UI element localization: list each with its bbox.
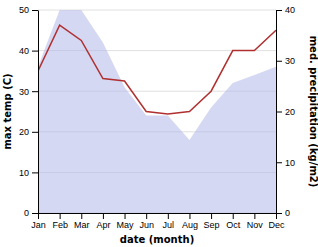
- x-tick: Dec: [268, 213, 285, 230]
- x-tick: Jan: [31, 213, 46, 230]
- y-tick-mark: [32, 213, 38, 214]
- y2-axis-title: med. precipitation (kg/m2): [308, 36, 318, 188]
- y2-tick: 0: [276, 208, 290, 218]
- grid: [38, 10, 276, 213]
- x-tick: Feb: [52, 213, 68, 230]
- y-tick-mark: [32, 51, 38, 52]
- x-axis: Jan Feb Mar Apr May Jun Jul Aug Sep Oct Nov Dec: [31, 213, 285, 230]
- y-tick-label: 20: [19, 127, 29, 137]
- y-tick: 0: [24, 208, 38, 218]
- axis-line: [39, 213, 277, 214]
- y-tick-mark: [32, 91, 38, 92]
- x-tick-mark: [211, 213, 212, 219]
- y2-tick-label: 20: [285, 107, 295, 117]
- y2-tick: 40: [276, 5, 295, 15]
- y-tick: 40: [19, 46, 38, 56]
- axis-line: [38, 11, 39, 214]
- y-tick-label: 30: [19, 87, 29, 97]
- y2-tick: 10: [276, 158, 295, 168]
- x-tick: Apr: [96, 213, 110, 230]
- x-tick-mark: [125, 213, 126, 219]
- x-tick-mark: [81, 213, 82, 219]
- y-tick-mark: [32, 10, 38, 11]
- y2-axis: 0 10 20 30 40: [276, 5, 295, 218]
- y-tick-mark: [32, 132, 38, 133]
- y2-tick-mark: [276, 61, 282, 62]
- y-tick-label: 50: [19, 5, 29, 15]
- x-tick: Jul: [163, 213, 175, 230]
- x-tick: Oct: [226, 213, 241, 230]
- plot: JanFebMarAprMayJunJulAugSepOctNovDec0102…: [19, 5, 295, 230]
- y2-tick-mark: [276, 112, 282, 113]
- x-tick-label: Dec: [268, 220, 285, 230]
- y-tick-label: 0: [24, 208, 29, 218]
- y2-tick: 30: [276, 56, 295, 66]
- x-tick-label: Nov: [247, 220, 264, 230]
- temperature-area: [38, 10, 276, 213]
- x-tick: May: [117, 213, 135, 230]
- x-tick: Sep: [204, 213, 220, 230]
- y2-tick-label: 10: [285, 158, 295, 168]
- y-axis: 0 10 20 30 40 50: [19, 5, 39, 218]
- x-tick-label: Mar: [74, 220, 90, 230]
- y2-tick-mark: [276, 213, 282, 214]
- x-tick-label: Jun: [139, 220, 154, 230]
- x-tick-mark: [60, 213, 61, 219]
- y-tick-label: 40: [19, 46, 29, 56]
- y2-tick-mark: [276, 10, 282, 11]
- y-tick: 30: [19, 87, 38, 97]
- x-tick-label: Oct: [226, 220, 241, 230]
- x-tick-label: Aug: [182, 220, 198, 230]
- marks: [38, 10, 276, 213]
- x-tick-label: Sep: [204, 220, 220, 230]
- x-tick-mark: [233, 213, 234, 219]
- y2-tick-label: 40: [285, 5, 295, 15]
- y2-tick: 20: [276, 107, 295, 117]
- x-tick: Nov: [247, 213, 264, 230]
- chart-container: JanFebMarAprMayJunJulAugSepOctNovDec0102…: [0, 0, 318, 247]
- precipitation-line: [38, 25, 276, 114]
- y2-tick-label: 0: [285, 208, 290, 218]
- y-axis-title: max temp (C): [2, 73, 13, 149]
- x-tick-label: Jul: [163, 220, 175, 230]
- y2-tick-label: 30: [285, 56, 295, 66]
- x-tick-mark: [189, 213, 190, 219]
- y-tick: 10: [19, 168, 38, 178]
- x-tick-mark: [103, 213, 104, 219]
- x-tick: Jun: [139, 213, 154, 230]
- x-tick-mark: [38, 213, 39, 219]
- y-tick-mark: [32, 172, 38, 173]
- x-tick: Mar: [74, 213, 90, 230]
- x-tick: Aug: [182, 213, 198, 230]
- x-tick-mark: [168, 213, 169, 219]
- x-tick-label: Apr: [96, 220, 110, 230]
- chart: JanFebMarAprMayJunJulAugSepOctNovDec0102…: [0, 0, 318, 247]
- x-tick-label: May: [117, 220, 135, 230]
- y2-tick-mark: [276, 162, 282, 163]
- y-tick: 20: [19, 127, 38, 137]
- x-tick-label: Jan: [31, 220, 46, 230]
- x-tick-mark: [146, 213, 147, 219]
- y-tick: 50: [19, 5, 38, 15]
- y-tick-label: 10: [19, 168, 29, 178]
- x-tick-label: Feb: [52, 220, 68, 230]
- x-axis-title: date (month): [120, 234, 194, 245]
- x-tick-mark: [254, 213, 255, 219]
